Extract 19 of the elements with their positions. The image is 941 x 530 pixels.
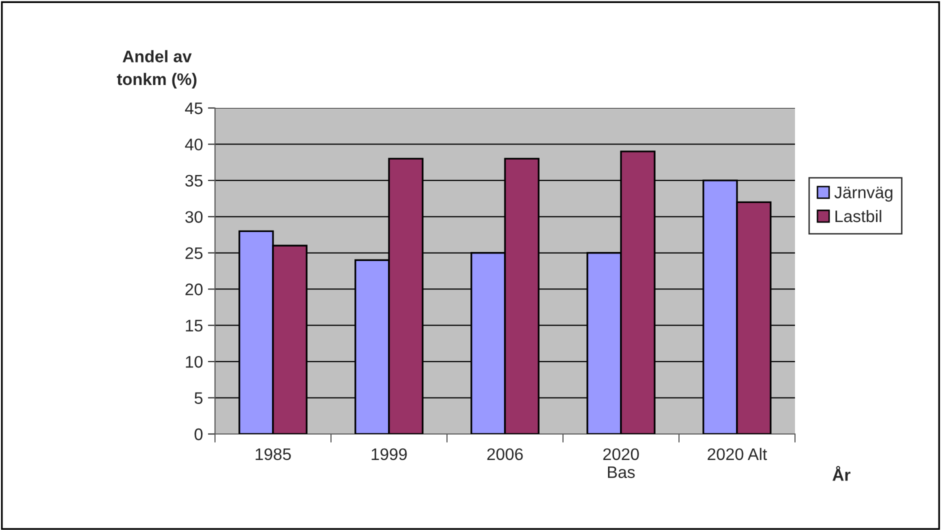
x-tick-label: 1999 — [372, 448, 407, 460]
y-tick-label: 10 — [186, 356, 203, 368]
y-axis-title: Andel av tonkm (%) — [116, 50, 196, 88]
y-tick-label: 20 — [185, 284, 203, 296]
x-tick-label: 2020 Bas — [603, 448, 639, 478]
x-tick-label: 2020 Alt — [708, 448, 767, 460]
y-tick-label: 15 — [186, 320, 202, 332]
y-tick-label: 40 — [185, 138, 203, 150]
x-tick-label: 2006 — [487, 448, 523, 460]
y-tick-label: 30 — [185, 211, 203, 223]
y-tick-label: 25 — [185, 247, 202, 260]
y-tick-label: 5 — [194, 392, 202, 404]
y-tick-label: 45 — [185, 102, 202, 114]
y-tick-label: 35 — [185, 174, 202, 187]
x-tick-label: 1985 — [256, 448, 291, 460]
y-tick-label: 0 — [194, 428, 203, 440]
x-axis-title: År — [832, 466, 850, 481]
legend-label: Järnväg — [834, 186, 892, 202]
legend-label: Lastbil — [836, 210, 882, 222]
